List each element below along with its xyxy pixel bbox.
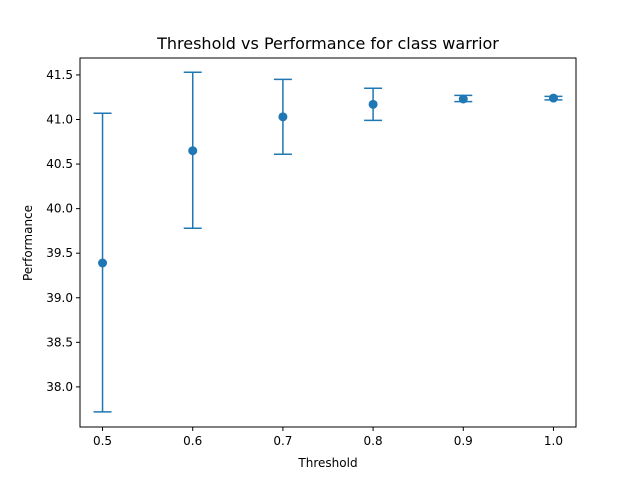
data-point	[458, 94, 468, 104]
x-tick-label: 1.0	[544, 434, 563, 448]
y-tick-label: 39.5	[46, 246, 73, 260]
y-axis-ticks: 38.0 38.5 39.0 39.5 40.0 40.5 41.0 41.5	[46, 68, 80, 394]
y-tick-label: 41.5	[46, 68, 73, 82]
data-point	[368, 99, 378, 109]
x-axis-label: Threshold	[297, 456, 357, 470]
data-point	[278, 112, 288, 122]
x-tick-label: 0.5	[93, 434, 112, 448]
y-tick-label: 38.0	[46, 380, 73, 394]
y-tick-label: 38.5	[46, 335, 73, 349]
data-point	[548, 93, 558, 103]
x-axis-ticks: 0.5 0.6 0.7 0.8 0.9 1.0	[93, 427, 563, 448]
chart-title: Threshold vs Performance for class warri…	[156, 34, 499, 53]
data-marks	[93, 71, 563, 413]
y-tick-label: 39.0	[46, 291, 73, 305]
x-tick-label: 0.7	[273, 434, 292, 448]
data-point	[98, 258, 108, 268]
y-tick-label: 40.0	[46, 202, 73, 216]
plot-frame	[79, 57, 577, 428]
x-tick-label: 0.8	[364, 434, 383, 448]
y-tick-label: 41.0	[46, 113, 73, 127]
y-tick-label: 40.5	[46, 157, 73, 171]
x-tick-label: 0.9	[454, 434, 473, 448]
x-tick-label: 0.6	[183, 434, 202, 448]
data-point	[188, 146, 198, 156]
y-axis-label: Performance	[21, 205, 35, 281]
